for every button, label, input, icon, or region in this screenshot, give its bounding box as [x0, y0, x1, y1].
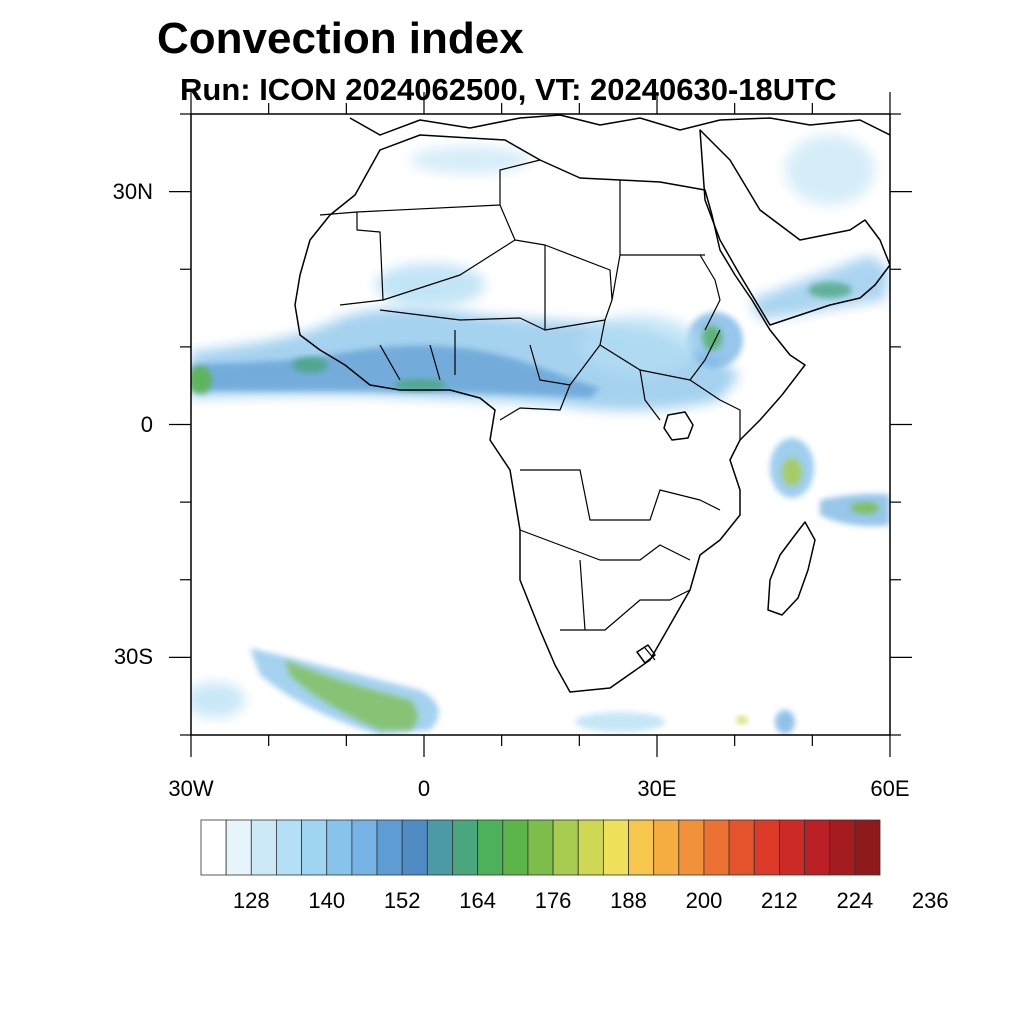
colorbar-swatch	[250, 819, 277, 876]
lesotho	[636, 644, 656, 664]
europe-coastline	[349, 114, 890, 136]
colorbar-swatch	[401, 819, 428, 876]
x-tick-label: 30E	[637, 776, 677, 801]
colorbar-swatch	[829, 819, 856, 876]
arabia-coastline	[699, 129, 890, 326]
convection-area-north	[410, 146, 530, 174]
convection-cell-atlantic	[191, 366, 212, 394]
chart-subtitle: Run: ICON 2024062500, VT: 20240630-18UTC	[180, 72, 837, 107]
convection-cell-south-small	[736, 716, 748, 724]
y-tick-label: 30S	[113, 644, 153, 670]
colorbar-swatch	[301, 819, 328, 876]
colorbar-tick-label: 140	[308, 888, 346, 913]
colorbar-swatch	[376, 819, 403, 876]
colorbar-swatch	[527, 819, 554, 876]
convection-field	[191, 135, 890, 735]
convection-cell-gulf	[394, 379, 446, 391]
convection-cell-ethiopia-core	[702, 326, 722, 350]
convection-cell-south-indian	[775, 710, 795, 734]
colorbar-swatch	[502, 819, 529, 876]
colorbar-swatch	[225, 819, 252, 876]
axis-ticks	[169, 92, 912, 757]
colorbar-tick-label: 212	[761, 888, 798, 913]
colorbar-tick-label: 128	[232, 888, 270, 913]
convection-cell-ocean-core	[851, 502, 879, 514]
country-borders	[319, 159, 741, 661]
colorbar-tick-label: 152	[383, 888, 421, 913]
colorbar-swatch	[276, 819, 302, 876]
x-tick-label: 0	[417, 776, 431, 801]
colorbar-tick-label: 224	[836, 888, 874, 913]
y-tick-label: 30N	[112, 178, 153, 204]
lake-victoria	[663, 411, 694, 441]
colorbar-swatch	[426, 819, 453, 876]
convection-area-mideast	[785, 135, 875, 205]
colorbar-swatch	[653, 819, 680, 876]
madagascar-coastline	[767, 521, 816, 616]
x-tick-label: 30W	[168, 776, 214, 801]
colorbar-swatch	[804, 819, 831, 876]
colorbar-swatch	[854, 819, 881, 876]
chart-title: Convection index	[157, 14, 524, 63]
colorbar-tick-label: 176	[534, 888, 572, 913]
colorbar-tick-label: 188	[610, 888, 647, 913]
colorbar-tick-label: 200	[685, 888, 723, 913]
africa-coastline	[294, 134, 806, 693]
plot-frame	[190, 113, 891, 736]
convection-cell-indian-ocean-core	[782, 458, 802, 486]
convection-area-sahel-east	[580, 315, 700, 375]
convection-band-south-core	[285, 660, 418, 730]
colorbar-tick-label: 164	[459, 888, 496, 913]
colorbar-swatch	[628, 819, 655, 876]
colorbar-swatch	[703, 819, 730, 876]
colorbar-swatch	[477, 819, 504, 876]
coastlines	[294, 114, 890, 693]
convection-cell-yemen	[808, 282, 852, 298]
colorbar-swatch	[678, 819, 705, 876]
colorbar-swatch	[753, 819, 780, 876]
convection-area-south-cape	[575, 712, 665, 732]
colorbar-swatch	[728, 819, 755, 876]
convection-cell-coast	[292, 357, 328, 373]
colorbar-swatch	[779, 819, 805, 876]
colorbar	[200, 819, 881, 876]
y-tick-label: 0	[140, 411, 153, 437]
colorbar-swatch	[326, 819, 353, 876]
colorbar-swatch	[577, 819, 604, 876]
colorbar-swatch	[602, 819, 629, 876]
colorbar-tick-label: 236	[911, 888, 949, 913]
x-tick-label: 60E	[870, 776, 910, 801]
convection-area-southwest	[191, 682, 245, 718]
colorbar-swatch	[552, 819, 579, 876]
colorbar-swatch	[452, 819, 479, 876]
colorbar-swatch	[200, 819, 227, 876]
colorbar-swatch	[351, 819, 378, 876]
